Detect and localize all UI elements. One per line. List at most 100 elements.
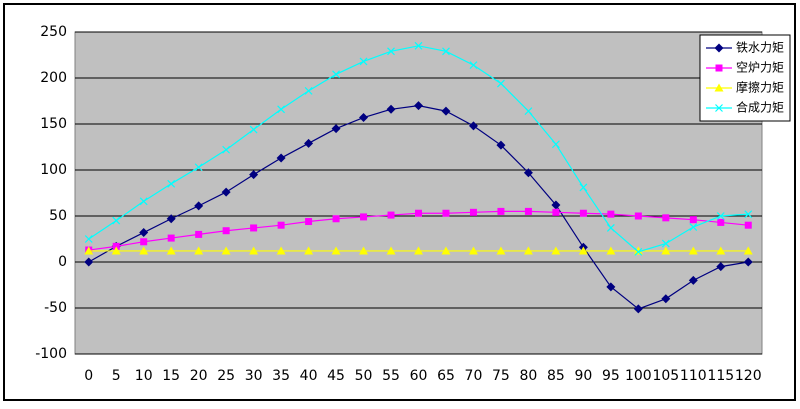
marker — [633, 304, 643, 314]
marker — [387, 211, 395, 219]
x-tick-label: 60 — [410, 368, 428, 384]
marker — [634, 247, 643, 256]
x-tick-label: 100 — [625, 368, 652, 384]
marker — [744, 221, 752, 229]
marker — [194, 163, 203, 172]
legend-marker — [714, 43, 724, 53]
marker — [166, 246, 176, 255]
x-tick-label: 40 — [300, 368, 318, 384]
marker — [688, 246, 698, 255]
legend-box — [699, 34, 791, 122]
marker — [84, 246, 94, 255]
marker — [250, 224, 258, 232]
marker — [276, 153, 286, 163]
y-tick-label: 200 — [40, 70, 67, 86]
marker — [524, 107, 533, 116]
x-tick-label: 90 — [574, 368, 592, 384]
marker — [497, 79, 505, 88]
legend-marker — [715, 64, 723, 72]
x-tick-label: 35 — [272, 368, 290, 384]
marker — [360, 213, 368, 221]
marker — [249, 125, 258, 134]
marker — [716, 246, 726, 255]
marker — [304, 86, 313, 95]
marker — [167, 179, 176, 188]
marker — [304, 138, 314, 148]
x-tick-label: 95 — [602, 368, 620, 384]
x-tick-label: 110 — [680, 368, 707, 384]
y-tick-label: 50 — [49, 208, 67, 224]
marker — [84, 257, 94, 267]
x-tick-label: 65 — [437, 368, 455, 384]
marker — [249, 246, 259, 255]
legend-label: 合成力矩 — [736, 100, 784, 115]
legend-label: 铁水力矩 — [736, 41, 784, 55]
marker — [743, 246, 753, 255]
marker — [579, 183, 588, 192]
marker — [359, 113, 369, 123]
marker — [633, 246, 643, 255]
marker — [222, 145, 231, 154]
marker — [634, 212, 642, 220]
marker — [468, 121, 478, 131]
legend-marker — [714, 83, 724, 92]
marker — [359, 246, 369, 255]
marker — [386, 246, 396, 255]
marker — [414, 101, 423, 111]
marker — [716, 262, 726, 272]
marker — [331, 124, 341, 134]
marker — [688, 275, 698, 285]
x-tick-label: 50 — [355, 368, 373, 384]
x-tick-label: 85 — [547, 368, 565, 384]
marker — [415, 209, 422, 217]
marker — [689, 223, 698, 231]
marker — [551, 140, 560, 149]
x-tick-label: 10 — [135, 368, 153, 384]
marker — [661, 294, 671, 304]
marker — [221, 187, 231, 197]
marker — [195, 230, 203, 238]
marker — [716, 212, 725, 220]
legend-marker — [715, 104, 723, 112]
marker — [579, 209, 587, 217]
marker — [442, 47, 450, 56]
marker — [523, 168, 533, 178]
marker — [496, 246, 506, 255]
marker — [551, 200, 561, 210]
marker — [139, 228, 149, 238]
marker — [496, 140, 506, 150]
marker — [277, 221, 285, 229]
marker — [276, 246, 286, 255]
y-tick-label: -100 — [35, 346, 67, 362]
x-tick-label: 25 — [217, 368, 235, 384]
marker — [606, 246, 616, 255]
x-tick-label: 45 — [327, 368, 345, 384]
x-tick-label: 115 — [707, 368, 734, 384]
y-tick-label: -50 — [44, 300, 67, 316]
x-tick-label: 120 — [735, 368, 762, 384]
marker — [441, 246, 451, 255]
marker — [661, 246, 671, 255]
y-tick-label: 250 — [40, 24, 67, 40]
marker — [552, 208, 560, 216]
x-tick-label: 5 — [112, 368, 121, 384]
marker — [442, 209, 450, 217]
marker — [331, 246, 341, 255]
marker — [524, 207, 532, 215]
marker — [606, 282, 616, 292]
x-tick-label: 80 — [520, 368, 538, 384]
legend-label: 空炉力矩 — [736, 61, 784, 75]
marker — [112, 216, 121, 225]
marker — [112, 242, 120, 250]
marker — [84, 235, 93, 243]
y-tick-label: 0 — [58, 254, 67, 270]
x-tick-label: 30 — [245, 368, 263, 384]
marker — [414, 41, 423, 50]
marker — [469, 61, 478, 70]
marker — [277, 105, 286, 114]
x-tick-label: 55 — [382, 368, 400, 384]
marker — [689, 216, 697, 224]
marker — [469, 208, 477, 216]
